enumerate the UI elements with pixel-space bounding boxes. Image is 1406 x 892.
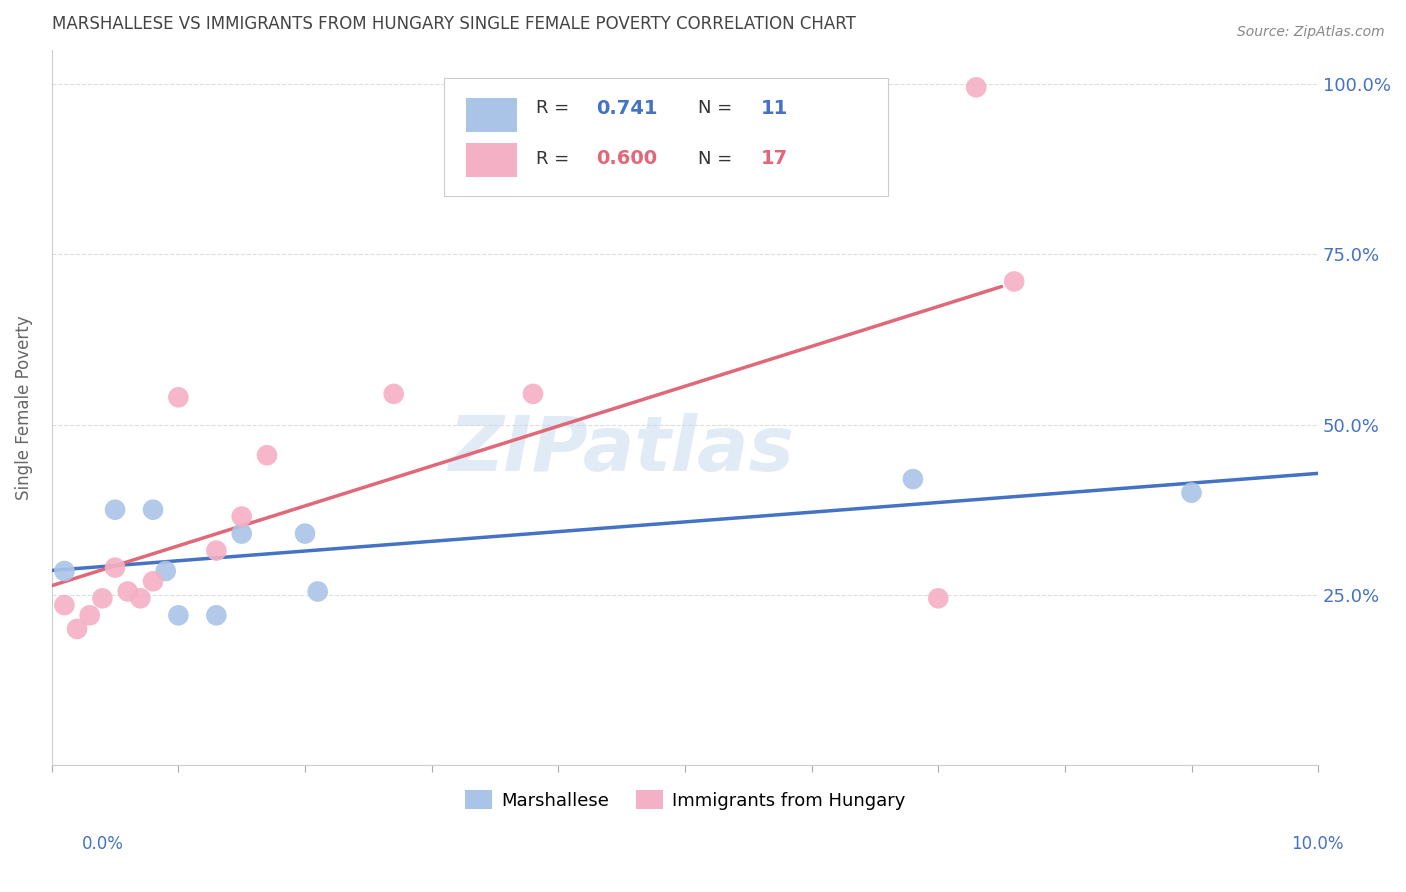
Point xyxy=(307,584,329,599)
Point xyxy=(205,543,228,558)
Text: 0.600: 0.600 xyxy=(596,149,658,168)
Point xyxy=(167,390,190,404)
FancyBboxPatch shape xyxy=(444,78,887,196)
Point xyxy=(294,526,316,541)
Point xyxy=(129,591,152,606)
Point xyxy=(231,526,253,541)
Point xyxy=(104,560,127,574)
Point xyxy=(142,574,165,589)
Text: 11: 11 xyxy=(761,99,789,118)
Point xyxy=(231,509,253,524)
Point xyxy=(256,448,278,462)
Text: 0.741: 0.741 xyxy=(596,99,658,118)
Legend: Marshallese, Immigrants from Hungary: Marshallese, Immigrants from Hungary xyxy=(457,783,912,817)
Bar xyxy=(465,143,516,178)
Point xyxy=(1180,485,1202,500)
Text: R =: R = xyxy=(536,150,569,168)
Point xyxy=(522,387,544,401)
Point xyxy=(104,502,127,516)
Point xyxy=(91,591,114,606)
Text: R =: R = xyxy=(536,100,569,118)
Text: N =: N = xyxy=(697,150,733,168)
Point xyxy=(79,608,101,623)
Point xyxy=(66,622,89,636)
Text: Source: ZipAtlas.com: Source: ZipAtlas.com xyxy=(1237,25,1385,39)
Point xyxy=(901,472,924,486)
Point xyxy=(965,80,987,95)
Point xyxy=(142,502,165,516)
Point xyxy=(167,608,190,623)
Text: 10.0%: 10.0% xyxy=(1291,835,1344,853)
Point xyxy=(205,608,228,623)
Text: MARSHALLESE VS IMMIGRANTS FROM HUNGARY SINGLE FEMALE POVERTY CORRELATION CHART: MARSHALLESE VS IMMIGRANTS FROM HUNGARY S… xyxy=(52,15,856,33)
Text: 17: 17 xyxy=(761,149,787,168)
Bar xyxy=(465,98,516,132)
Point xyxy=(53,564,76,578)
Text: 0.0%: 0.0% xyxy=(82,835,124,853)
Point xyxy=(927,591,949,606)
Point xyxy=(53,598,76,612)
Text: N =: N = xyxy=(697,100,733,118)
Point xyxy=(155,564,177,578)
Point xyxy=(117,584,139,599)
Point xyxy=(382,387,405,401)
Point xyxy=(1002,275,1025,289)
Text: ZIPatlas: ZIPatlas xyxy=(449,414,794,487)
Y-axis label: Single Female Poverty: Single Female Poverty xyxy=(15,315,32,500)
